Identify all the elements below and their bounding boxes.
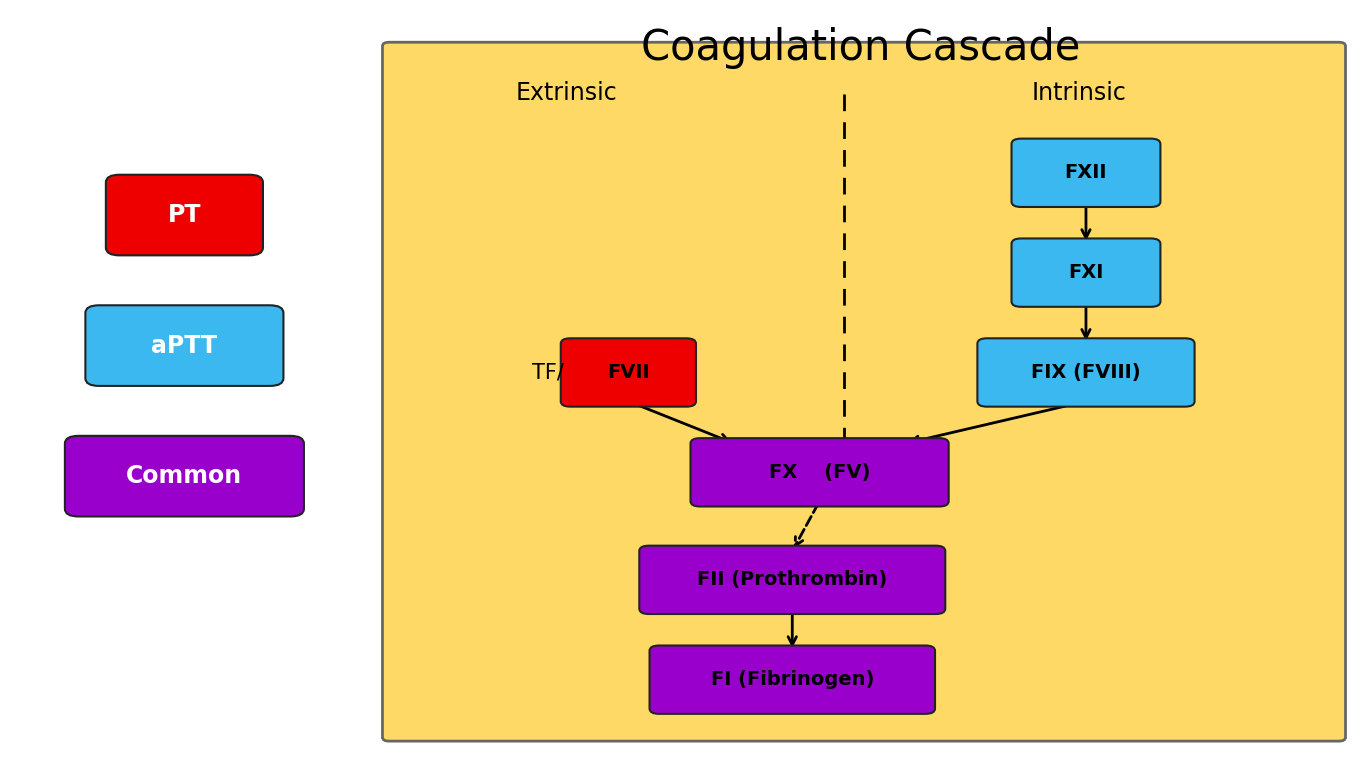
Text: Common: Common	[126, 464, 243, 488]
FancyBboxPatch shape	[1011, 238, 1161, 306]
Text: FI (Fibrinogen): FI (Fibrinogen)	[710, 670, 874, 689]
Text: FII (Prothrombin): FII (Prothrombin)	[697, 571, 888, 589]
Text: FX    (FV): FX (FV)	[769, 463, 870, 482]
Text: FXI: FXI	[1068, 263, 1104, 282]
FancyBboxPatch shape	[1011, 139, 1161, 207]
FancyBboxPatch shape	[639, 545, 945, 614]
Text: FIX (FVIII): FIX (FVIII)	[1031, 363, 1141, 382]
FancyBboxPatch shape	[978, 338, 1194, 407]
Text: TF/: TF/	[531, 362, 564, 382]
FancyBboxPatch shape	[66, 436, 303, 516]
Text: aPTT: aPTT	[152, 333, 217, 358]
FancyBboxPatch shape	[86, 305, 284, 386]
Text: FXII: FXII	[1064, 164, 1108, 182]
Text: PT: PT	[168, 203, 201, 227]
Text: Coagulation Cascade: Coagulation Cascade	[641, 27, 1081, 69]
FancyBboxPatch shape	[561, 338, 697, 407]
Text: FVII: FVII	[607, 363, 650, 382]
FancyBboxPatch shape	[690, 438, 948, 507]
Text: Intrinsic: Intrinsic	[1031, 81, 1127, 104]
FancyBboxPatch shape	[107, 175, 262, 255]
FancyBboxPatch shape	[382, 42, 1346, 741]
Text: Extrinsic: Extrinsic	[516, 81, 617, 104]
FancyBboxPatch shape	[649, 645, 934, 714]
